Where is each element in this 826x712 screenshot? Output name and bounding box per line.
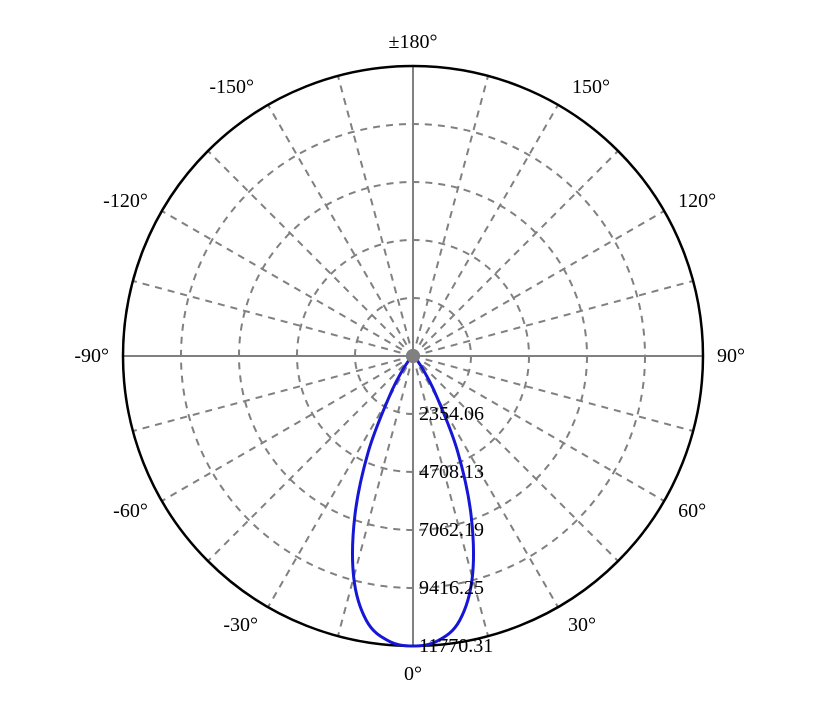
radial-label: 2354.06 [419, 403, 484, 425]
angle-label: ±180° [389, 31, 438, 53]
angle-label: -60° [113, 500, 148, 522]
angle-label: 60° [678, 500, 706, 522]
angle-label: 150° [572, 76, 610, 98]
radial-label: 4708.13 [419, 461, 484, 483]
angle-label: -90° [74, 345, 109, 367]
angle-label: 0° [404, 663, 422, 685]
angle-label: -120° [103, 190, 148, 212]
angle-label: 120° [678, 190, 716, 212]
angle-label: -150° [209, 76, 254, 98]
radial-label: 11770.31 [419, 635, 493, 657]
angle-label: 90° [717, 345, 745, 367]
angle-label: 30° [568, 614, 596, 636]
angle-label: -30° [223, 614, 258, 636]
polar-chart: 2354.06 4708.13 7062.19 9416.25 11770.31 ±180… [0, 0, 826, 712]
radial-label: 7062.19 [419, 519, 484, 541]
radial-label: 9416.25 [419, 577, 484, 599]
center-dot [406, 349, 420, 363]
